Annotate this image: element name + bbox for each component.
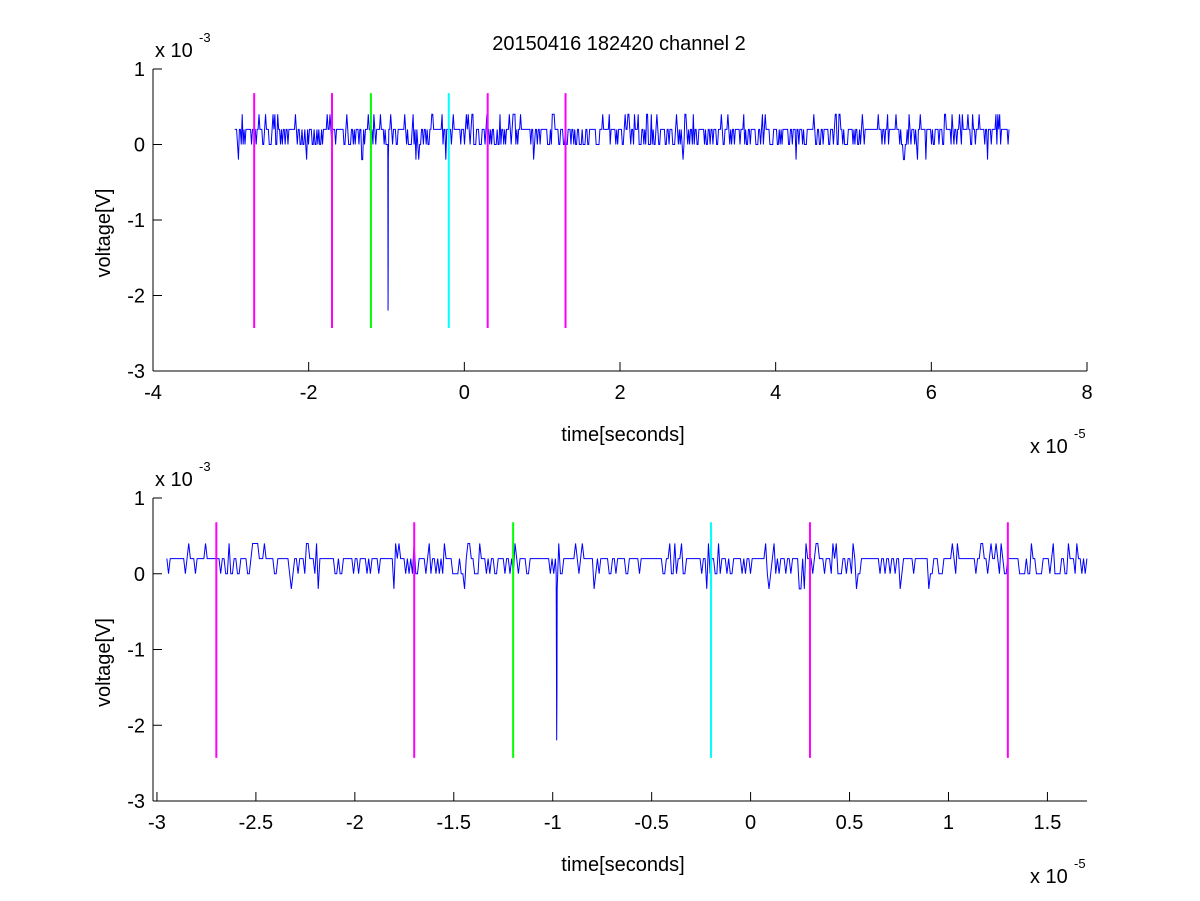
x-axis-label: time[seconds] — [561, 854, 684, 876]
y-tick-label: -1 — [127, 640, 145, 662]
x-tick-label: 0 — [745, 812, 756, 834]
y-tick-label: 1 — [134, 59, 145, 81]
y-tick-label: -2 — [127, 715, 145, 737]
x-multiplier: x 10 — [1030, 436, 1068, 458]
y-tick-label: -2 — [127, 286, 145, 308]
y-axis-label: voltage[V] — [93, 189, 115, 278]
x-tick-label: 1 — [943, 812, 954, 834]
signal-trace — [166, 542, 1088, 741]
figure-title: 20150416 182420 channel 2 — [492, 33, 746, 55]
x-multiplier: x 10 — [1030, 866, 1068, 888]
x-axis-label: time[seconds] — [561, 424, 684, 446]
x-tick-label: 0 — [459, 382, 470, 404]
x-tick-label: -1.5 — [437, 812, 471, 834]
x-tick-label: 6 — [926, 382, 937, 404]
x-tick-label: 2 — [614, 382, 625, 404]
x-tick-label: 8 — [1081, 382, 1092, 404]
y-multiplier: x 10 — [155, 469, 193, 491]
y-tick-label: 0 — [134, 564, 145, 586]
y-tick-label: 0 — [134, 135, 145, 157]
y-tick-label: -3 — [127, 791, 145, 813]
bottom-plot: -3 -2.5 -2 -1.5 -1 -0.5 0 0.5 1 1.5 -3 -2 -1 0 1 time[s… — [93, 459, 1088, 888]
x-tick-label: -0.5 — [634, 812, 668, 834]
x-tick-label: 4 — [770, 382, 781, 404]
y-tick-label: -3 — [127, 361, 145, 383]
x-tick-label: -2.5 — [239, 812, 273, 834]
x-multiplier-exponent: -5 — [1074, 856, 1086, 871]
y-multiplier: x 10 — [155, 40, 193, 62]
x-tick-label: -1 — [544, 812, 562, 834]
x-tick-label: 0.5 — [836, 812, 864, 834]
x-tick-label: -2 — [346, 812, 364, 834]
y-multiplier-exponent: -3 — [199, 30, 211, 45]
x-multiplier-exponent: -5 — [1074, 426, 1086, 441]
top-plot: -4 -2 0 2 4 6 8 -3 -2 -1 0 1 time[seconds] voltage[V]… — [93, 30, 1093, 458]
x-tick-label: -3 — [148, 812, 166, 834]
x-tick-label: -4 — [144, 382, 162, 404]
x-tick-label: 1.5 — [1034, 812, 1062, 834]
x-tick-label: -2 — [300, 382, 318, 404]
signal-trace — [234, 113, 1010, 311]
y-tick-label: 1 — [134, 488, 145, 510]
y-tick-label: -1 — [127, 210, 145, 232]
y-axis-label: voltage[V] — [93, 618, 115, 707]
y-multiplier-exponent: -3 — [199, 459, 211, 474]
